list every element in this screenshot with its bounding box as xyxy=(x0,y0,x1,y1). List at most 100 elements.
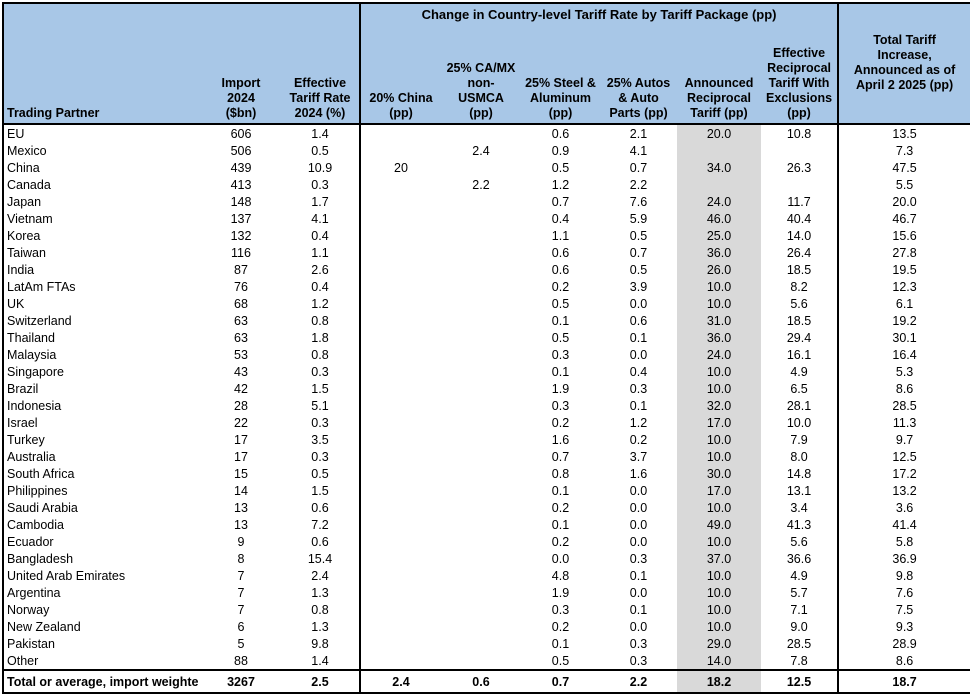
table-row: Turkey 17 3.5 1.6 0.2 10.0 7.9 9.7 xyxy=(3,431,970,448)
cell-effective-reciprocal-exclusions: 3.4 xyxy=(790,500,808,515)
cell-announced-reciprocal: 10.0 xyxy=(677,363,761,380)
cell-steel-aluminum-25pp: 0.5 xyxy=(551,330,570,345)
cell-announced-reciprocal: 10.0 xyxy=(677,380,761,397)
cell-effective-tariff-rate-2024: 5.1 xyxy=(311,398,329,413)
column-header-announced-reciprocal: Announced Reciprocal Tariff (pp) xyxy=(677,29,761,124)
cell-announced-reciprocal: 29.0 xyxy=(677,635,761,652)
cell-china-20pp xyxy=(359,448,441,465)
cell-effective-tariff-rate-2024: 10.9 xyxy=(307,160,333,175)
cell-autos-parts-25pp: 0.0 xyxy=(629,296,648,311)
cell-steel-aluminum-25pp: 1.9 xyxy=(551,381,570,396)
cell-china-20pp xyxy=(359,550,441,567)
cell-steel-aluminum-25pp: 0.2 xyxy=(551,279,570,294)
cell-effective-reciprocal-exclusions: 11.7 xyxy=(787,194,811,209)
cell-total-increase: 28.9 xyxy=(837,635,970,652)
cell-effective-tariff-rate-2024: 0.3 xyxy=(311,449,329,464)
cell-autos-parts-25pp: 0.3 xyxy=(629,551,648,566)
cell-total-increase: 13.5 xyxy=(837,124,970,142)
cell-camx-25pp xyxy=(441,567,521,584)
table-row: Israel 22 0.3 0.2 1.2 17.0 10.0 11.3 xyxy=(3,414,970,431)
cell-camx-25pp xyxy=(441,618,521,635)
cell-china-20pp xyxy=(359,329,441,346)
cell-trading-partner: UK xyxy=(7,296,25,311)
cell-steel-aluminum-25pp: 1.9 xyxy=(551,585,570,600)
cell-camx-25pp xyxy=(441,601,521,618)
cell-china-20pp xyxy=(359,227,441,244)
cell-total-increase: 7.5 xyxy=(837,601,970,618)
cell-trading-partner: Turkey xyxy=(7,432,45,447)
cell-steel-aluminum-25pp: 0.8 xyxy=(551,466,570,481)
cell-china-20pp xyxy=(359,601,441,618)
column-header-trading-partner: Trading Partner xyxy=(3,29,201,124)
cell-trading-partner: Other xyxy=(7,653,39,668)
cell-trading-partner: Israel xyxy=(7,415,38,430)
table-row: Philippines 14 1.5 0.1 0.0 17.0 13.1 13.2 xyxy=(3,482,970,499)
cell-effective-reciprocal-exclusions: 8.2 xyxy=(790,279,808,294)
cell-steel-aluminum-25pp: 0.7 xyxy=(551,449,570,464)
cell-steel-aluminum-25pp: 0.2 xyxy=(551,534,570,549)
cell-effective-reciprocal-exclusions: 18.5 xyxy=(786,313,812,328)
cell-total-increase: 19.5 xyxy=(837,261,970,278)
cell-effective-tariff-rate-2024: 0.3 xyxy=(311,364,329,379)
cell-announced-reciprocal: 26.0 xyxy=(677,261,761,278)
column-header-import-2024: Import 2024 ($bn) xyxy=(201,29,281,124)
cell-trading-partner: Brazil xyxy=(7,381,39,396)
cell-camx-25pp xyxy=(441,210,521,227)
cell-effective-reciprocal-exclusions: 8.0 xyxy=(790,449,808,464)
cell-china-20pp xyxy=(359,397,441,414)
total-row: Total or average, import weighte 3267 2.… xyxy=(3,669,970,693)
cell-steel-aluminum-25pp: 1.2 xyxy=(551,177,570,192)
cell-effective-reciprocal-exclusions: 36.6 xyxy=(786,551,812,566)
cell-import-2024: 137 xyxy=(230,211,252,226)
table-row: EU 606 1.4 0.6 2.1 20.0 10.8 13.5 xyxy=(3,124,970,142)
total-import-2024: 3267 xyxy=(201,669,281,693)
cell-announced-reciprocal xyxy=(677,142,761,159)
cell-announced-reciprocal: 25.0 xyxy=(677,227,761,244)
cell-import-2024: 7 xyxy=(237,585,245,600)
cell-china-20pp xyxy=(359,295,441,312)
cell-total-increase: 13.2 xyxy=(837,482,970,499)
cell-import-2024: 68 xyxy=(234,296,248,311)
cell-china-20pp xyxy=(359,261,441,278)
cell-autos-parts-25pp: 1.2 xyxy=(629,415,648,430)
cell-effective-reciprocal-exclusions xyxy=(761,142,838,159)
cell-trading-partner: Switzerland xyxy=(7,313,72,328)
cell-total-increase: 7.3 xyxy=(837,142,970,159)
cell-total-increase: 9.8 xyxy=(837,567,970,584)
column-header-steel-aluminum-25pp: 25% Steel & Aluminum (pp) xyxy=(521,29,600,124)
cell-total-increase: 8.6 xyxy=(837,380,970,397)
cell-total-increase: 27.8 xyxy=(837,244,970,261)
table-row: Thailand 63 1.8 0.5 0.1 36.0 29.4 30.1 xyxy=(3,329,970,346)
cell-announced-reciprocal: 49.0 xyxy=(677,516,761,533)
cell-autos-parts-25pp: 0.1 xyxy=(629,330,648,345)
cell-effective-reciprocal-exclusions: 18.5 xyxy=(786,262,812,277)
table-row: Brazil 42 1.5 1.9 0.3 10.0 6.5 8.6 xyxy=(3,380,970,397)
cell-effective-tariff-rate-2024: 0.4 xyxy=(311,228,329,243)
cell-total-increase: 20.0 xyxy=(837,193,970,210)
cell-total-increase: 5.3 xyxy=(837,363,970,380)
cell-import-2024: 17 xyxy=(234,432,248,447)
cell-announced-reciprocal: 10.0 xyxy=(677,295,761,312)
cell-import-2024: 7 xyxy=(237,568,245,583)
cell-effective-tariff-rate-2024: 0.8 xyxy=(311,313,329,328)
cell-steel-aluminum-25pp: 0.1 xyxy=(551,517,570,532)
cell-announced-reciprocal: 37.0 xyxy=(677,550,761,567)
group-title-row: Change in Country-level Tariff Rate by T… xyxy=(3,3,970,124)
cell-effective-tariff-rate-2024: 0.3 xyxy=(311,415,329,430)
cell-china-20pp xyxy=(359,567,441,584)
cell-effective-tariff-rate-2024: 0.8 xyxy=(311,347,329,362)
cell-autos-parts-25pp: 0.4 xyxy=(629,364,648,379)
cell-announced-reciprocal: 17.0 xyxy=(677,482,761,499)
cell-china-20pp xyxy=(359,652,441,670)
cell-effective-reciprocal-exclusions: 10.8 xyxy=(786,126,812,141)
cell-trading-partner: Vietnam xyxy=(7,211,53,226)
cell-china-20pp xyxy=(359,193,441,210)
cell-import-2024: 6 xyxy=(237,619,245,634)
cell-camx-25pp xyxy=(441,397,521,414)
cell-china-20pp xyxy=(359,431,441,448)
cell-effective-tariff-rate-2024: 2.6 xyxy=(311,262,329,277)
cell-steel-aluminum-25pp: 0.2 xyxy=(551,415,570,430)
cell-steel-aluminum-25pp: 0.2 xyxy=(551,619,570,634)
cell-effective-reciprocal-exclusions: 5.7 xyxy=(790,585,808,600)
cell-camx-25pp xyxy=(441,465,521,482)
